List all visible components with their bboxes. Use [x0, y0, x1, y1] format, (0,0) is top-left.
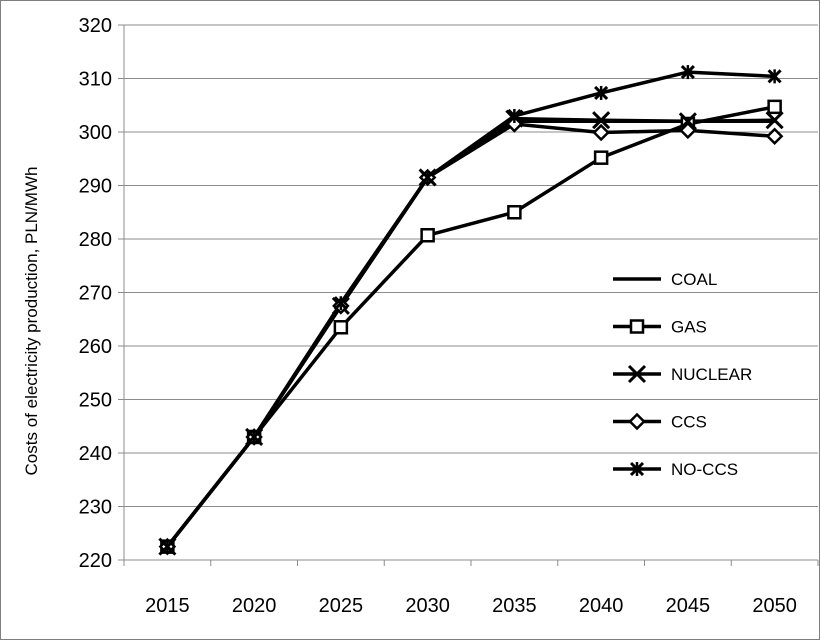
y-tick-label-320: 320: [79, 15, 112, 37]
y-tick-label-260: 260: [79, 336, 112, 358]
legend-marker-nuclear-b: [627, 364, 647, 384]
legend-marker-gas: [629, 319, 645, 334]
point-nuclear-2040-b: [592, 111, 611, 130]
point-gas-2050: [767, 99, 782, 115]
point-no-ccs-2035: [507, 108, 522, 124]
legend-label-nuclear: NUCLEAR: [671, 365, 752, 384]
legend-label-ccs: CCS: [671, 413, 707, 432]
x-tick-label-2025: 2025: [319, 595, 364, 617]
x-tick-label-2045: 2045: [666, 595, 711, 617]
x-tick-label-2030: 2030: [405, 595, 450, 617]
point-no-ccs-2030: [420, 170, 435, 185]
point-no-ccs-2045: [680, 65, 695, 80]
legend-label-gas: GAS: [671, 318, 707, 337]
point-gas-2035: [507, 205, 522, 220]
x-tick-labels: 2015 2020 2025 2030 2035 2040 2045 2050: [145, 595, 797, 617]
y-tick-labels: 220 230 240 250 260 270 280 290 300 310 320: [79, 15, 112, 572]
x-tick-label-2015: 2015: [145, 595, 190, 617]
point-ccs-2050: [765, 127, 784, 146]
point-no-ccs-2015: [160, 539, 175, 554]
y-tick-label-310: 310: [79, 69, 112, 91]
y-tick-label-250: 250: [79, 390, 112, 412]
series-lines: [166, 70, 775, 548]
point-ccs-2040: [592, 123, 610, 142]
legend-label-coal: COAL: [671, 270, 717, 289]
y-tick-label-300: 300: [79, 122, 112, 144]
x-tick-label-2020: 2020: [232, 595, 277, 617]
y-tick-label-280: 280: [79, 229, 112, 251]
series-line-no-ccs: [166, 70, 775, 548]
y-tick-label-290: 290: [79, 176, 112, 198]
legend-label-no-ccs: NO-CCS: [671, 460, 738, 479]
y-tick-label-240: 240: [79, 443, 112, 465]
point-nuclear-2040: [592, 111, 611, 130]
x-tick-label-2050: 2050: [752, 595, 797, 617]
legend-marker-nuclear: [627, 364, 647, 384]
y-axis-title: Costs of electricity production, PLN/MWh: [22, 167, 41, 476]
point-gas-2040: [593, 150, 609, 165]
point-no-ccs-2025: [333, 296, 348, 311]
point-ccs-2045: [679, 121, 697, 140]
y-tick-label-230: 230: [79, 497, 112, 519]
series-markers: [158, 65, 784, 556]
point-nuclear-2050-b: [765, 111, 784, 130]
point-no-ccs-2020: [247, 429, 262, 445]
point-nuclear-2050: [765, 111, 784, 130]
point-nuclear-2045: [678, 112, 697, 131]
legend: COAL GAS NUCLEAR CCS NO-CCS: [613, 270, 752, 479]
y-tick-label-220: 220: [79, 550, 112, 572]
axes: [118, 24, 819, 566]
legend-marker-ccs: [628, 412, 646, 431]
grid-lines: [124, 24, 818, 561]
x-tick-label-2035: 2035: [492, 595, 537, 617]
point-nuclear-2045-b: [678, 112, 697, 131]
point-gas-2025: [333, 320, 349, 335]
x-tick-label-2040: 2040: [579, 595, 624, 617]
point-no-ccs-2040: [594, 85, 609, 101]
y-tick-label-270: 270: [79, 283, 112, 305]
legend-marker-no-ccs: [629, 461, 645, 477]
point-no-ccs-2050: [767, 69, 782, 84]
point-gas-2030: [420, 228, 435, 243]
